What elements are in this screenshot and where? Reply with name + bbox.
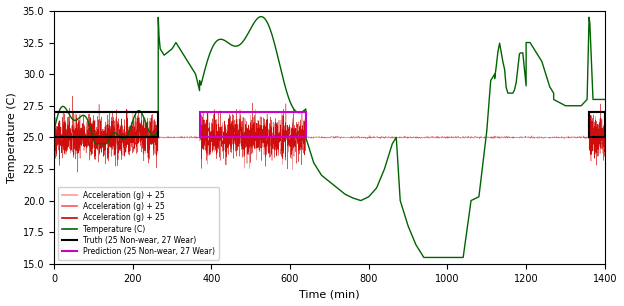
Bar (200, 112, 306, 137)
Bar (589, 112, 605, 137)
X-axis label: Time (min): Time (min) (299, 289, 359, 299)
Bar (589, 112, 605, 137)
Legend: Acceleration (g) + 25, Acceleration (g) + 25, Acceleration (g) + 25, Temperature: Acceleration (g) + 25, Acceleration (g) … (58, 187, 219, 260)
Bar (54, 112, 158, 137)
Bar (54, 112, 158, 137)
Y-axis label: Temperature (C): Temperature (C) (7, 92, 17, 183)
